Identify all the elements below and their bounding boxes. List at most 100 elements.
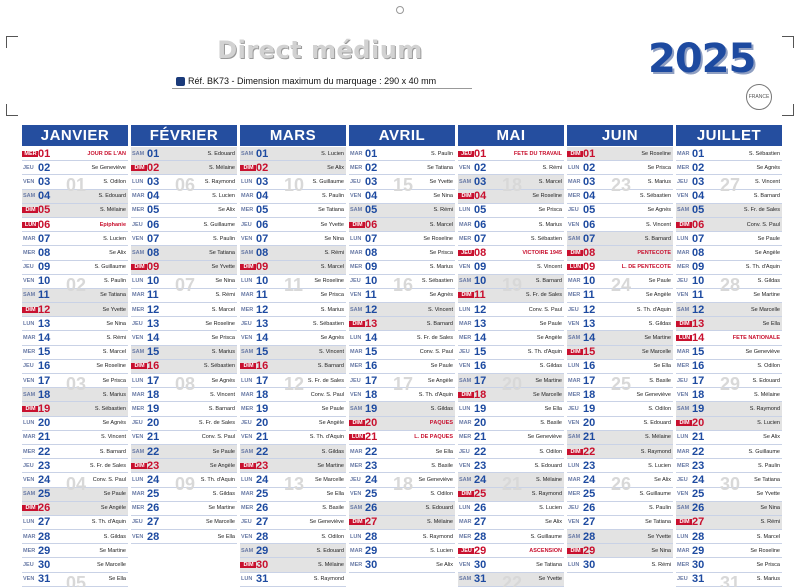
day-row: VEN 11 Se Martine bbox=[676, 289, 782, 304]
saint-name: Se Paule bbox=[321, 405, 344, 412]
saint-name: S. Fr. de Sales bbox=[525, 292, 562, 299]
day-number: 17 bbox=[583, 374, 596, 387]
day-abbr: LUN bbox=[241, 576, 253, 583]
saint-name: S. Lucien bbox=[103, 235, 126, 242]
day-number: 10 bbox=[256, 275, 269, 288]
day-abbr: DIM bbox=[349, 519, 365, 526]
day-number: 24 bbox=[692, 473, 705, 486]
day-abbr: JEU bbox=[677, 178, 688, 185]
saint-name: S. Gildas bbox=[430, 405, 453, 412]
day-row: MER 26 Se Martine bbox=[131, 502, 237, 516]
month-grid: JANVIER MER 01 JOUR DE L'AN JEU 02 Se Genevièv… bbox=[22, 125, 800, 587]
day-abbr: SAM bbox=[568, 235, 581, 242]
saint-name: Se Agnès bbox=[102, 420, 126, 427]
day-abbr: MAR bbox=[568, 278, 581, 285]
day-abbr: DIM bbox=[131, 462, 147, 469]
saint-name: S. Marcel bbox=[429, 221, 453, 228]
day-row: MAR 18 S. Vincent bbox=[131, 388, 237, 403]
day-abbr: DIM bbox=[131, 264, 147, 271]
day-number: 24 bbox=[365, 473, 378, 486]
day-row: MAR 01 S. Paulin bbox=[349, 147, 455, 162]
saint-name: S. Vincent bbox=[101, 434, 126, 441]
saint-name: S. Vincent bbox=[428, 306, 453, 313]
day-abbr: MER bbox=[132, 207, 145, 214]
day-row: DIM 26 Se Angèle bbox=[22, 501, 128, 516]
crop-mark bbox=[6, 104, 18, 116]
day-row: MER 12 S. Marcel bbox=[131, 303, 237, 318]
saint-name: Se Alix bbox=[109, 249, 126, 256]
day-abbr: MER bbox=[23, 547, 36, 554]
saint-name: S. Rémi bbox=[324, 249, 344, 256]
day-abbr: JEU bbox=[132, 420, 143, 427]
saint-name: S. Marcel bbox=[320, 264, 344, 271]
saint-name: Se Yvette bbox=[102, 306, 126, 313]
day-abbr: SAM bbox=[459, 576, 472, 583]
day-abbr: DIM bbox=[567, 249, 583, 256]
day-row: SAM 25 Se Paule bbox=[22, 487, 128, 502]
strip-slot bbox=[0, 211, 20, 225]
day-row: MAR 04 S. Lucien bbox=[131, 190, 237, 204]
saint-name: S. Gildas bbox=[321, 448, 344, 455]
day-row: DIM 06 Conv. S. Paul bbox=[676, 217, 782, 233]
day-abbr: LUN bbox=[568, 462, 580, 469]
month-column: FÉVRIER SAM 01 S. Edouard DIM 02 S. Mélaine LUN… bbox=[131, 125, 237, 587]
saint-name: Se Tatiana bbox=[754, 476, 780, 483]
day-abbr: SAM bbox=[241, 249, 254, 256]
day-abbr: LUN bbox=[132, 178, 144, 185]
day-abbr: MAR bbox=[350, 547, 363, 554]
day-abbr: MAR bbox=[459, 420, 472, 427]
day-number: 05 bbox=[147, 204, 160, 217]
day-row: JEU 17 Se Angèle bbox=[349, 374, 455, 389]
day-abbr: MAR bbox=[459, 221, 472, 228]
day-abbr: MER bbox=[350, 363, 363, 370]
day-abbr: DIM bbox=[22, 306, 38, 313]
day-number: 24 bbox=[147, 473, 160, 486]
day-abbr: MER bbox=[568, 491, 581, 498]
day-number: 31 bbox=[474, 573, 487, 586]
day-row: SAM 14 Se Martine bbox=[567, 331, 673, 346]
saint-name: Se Paule bbox=[757, 235, 780, 242]
saint-name: Se Marcelle bbox=[532, 391, 562, 398]
day-number: 10 bbox=[692, 275, 705, 288]
day-number: 28 bbox=[583, 530, 596, 543]
day-row: LUN 30 S. Rémi bbox=[567, 558, 673, 573]
crop-mark bbox=[782, 104, 794, 116]
saint-name: Conv. S. Paul bbox=[310, 391, 344, 398]
day-number: 01 bbox=[583, 147, 596, 160]
strip-slot bbox=[0, 197, 20, 211]
day-abbr: DIM bbox=[458, 391, 474, 398]
saint-name: Se Roseline bbox=[532, 193, 562, 200]
day-number: 02 bbox=[38, 161, 51, 174]
day-row: JEU 31 S. Marius bbox=[676, 573, 782, 587]
day-row: MER 16 Se Paule bbox=[349, 360, 455, 374]
day-number: 11 bbox=[692, 289, 704, 302]
saint-name: Se Agnès bbox=[647, 207, 671, 214]
day-abbr: MAR bbox=[677, 249, 690, 256]
saint-name: Se Yvette bbox=[211, 264, 235, 271]
day-abbr: MER bbox=[132, 405, 145, 412]
day-abbr: VEN bbox=[459, 164, 471, 171]
day-abbr: JEU bbox=[677, 377, 688, 384]
day-row: MAR 11 S. Rémi bbox=[131, 289, 237, 304]
day-row: VEN 14 Se Agnès bbox=[240, 331, 346, 346]
day-number: 16 bbox=[38, 360, 51, 373]
day-row: LUN 19 Se Ella bbox=[458, 402, 564, 417]
day-row: JEU 26 S. Paulin bbox=[567, 502, 673, 516]
day-abbr: DIM bbox=[458, 491, 474, 498]
day-row: SAM 08 S. Rémi bbox=[240, 246, 346, 261]
saint-name: Se Geneviève bbox=[309, 519, 344, 526]
day-abbr: DIM bbox=[349, 420, 365, 427]
day-row: VEN 14 Se Prisca bbox=[131, 331, 237, 346]
strip-slot bbox=[0, 324, 20, 338]
day-row: JEU 13 S. Sébastien bbox=[240, 317, 346, 332]
saint-name: Se Roseline bbox=[314, 278, 344, 285]
saint-name: S. Odilon bbox=[539, 448, 562, 455]
saint-name: Se Agnès bbox=[429, 292, 453, 299]
day-number: 20 bbox=[38, 417, 51, 430]
day-number: 30 bbox=[38, 559, 51, 572]
day-abbr: VEN bbox=[350, 193, 362, 200]
day-row: MAR 27 Se Alix bbox=[458, 516, 564, 531]
day-number: 10 bbox=[583, 275, 596, 288]
day-row: DIM 20 S. Lucien bbox=[676, 416, 782, 431]
saint-name: S. Edouard bbox=[316, 547, 344, 554]
